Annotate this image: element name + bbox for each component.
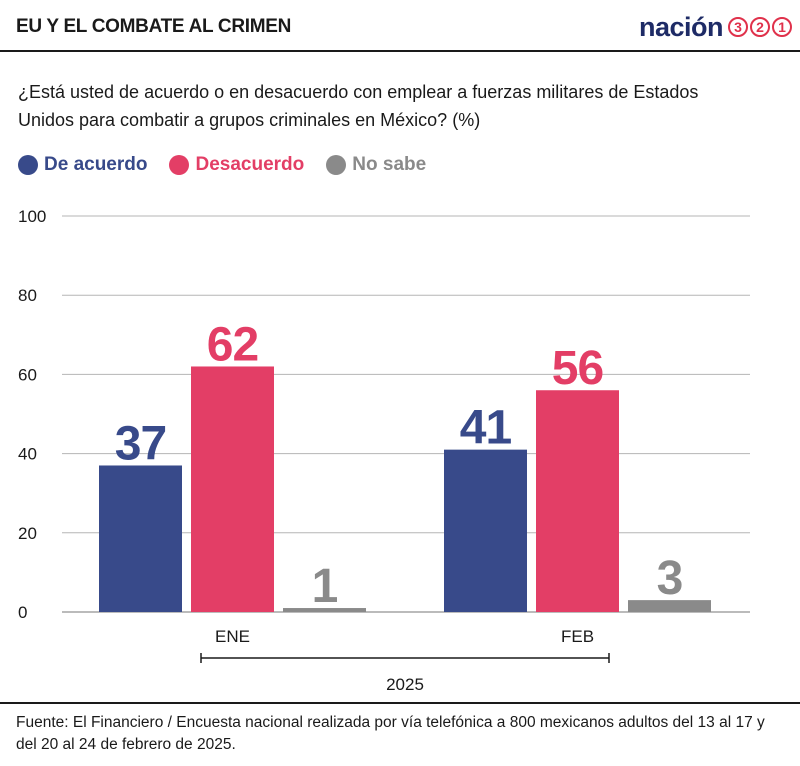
bar-feb-1 (444, 449, 527, 612)
legend-swatch-desacuerdo (169, 155, 190, 175)
brand-logo: nación 3 2 1 (639, 10, 792, 44)
source-note: Fuente: El Financiero / Encuesta naciona… (16, 714, 765, 753)
legend-swatch-no-sabe (326, 155, 347, 175)
legend-label-desacuerdo: Desacuerdo (195, 154, 305, 175)
survey-question: ¿Está usted de acuerdo o en desacuerdo c… (18, 82, 699, 130)
y-tick-label: 20 (18, 524, 37, 543)
header-divider (0, 50, 800, 52)
header-title: EU Y EL COMBATE AL CRIMEN (16, 16, 292, 37)
header: EU Y EL COMBATE AL CRIMEN nación 3 2 1 (0, 0, 800, 50)
brand-digit-3: 1 (772, 17, 792, 37)
bar-value-label: 56 (552, 342, 603, 395)
y-tick-label: 60 (18, 365, 37, 384)
y-tick-label: 0 (18, 603, 27, 622)
legend-item-no-sabe: No sabe (326, 154, 426, 176)
y-tick-label: 40 (18, 445, 37, 464)
bar-feb-2 (536, 390, 619, 612)
bar-ene-1 (99, 465, 182, 612)
x-category-label: FEB (561, 627, 594, 646)
bar-feb-3 (628, 600, 711, 612)
bar-ene-3 (283, 608, 366, 612)
y-tick-label: 100 (18, 207, 46, 226)
legend-swatch-de-acuerdo (18, 155, 38, 175)
chart-legend: De acuerdo Desacuerdo No sabe (18, 154, 448, 176)
bar-value-label: 41 (460, 402, 512, 455)
legend-item-desacuerdo: Desacuerdo (169, 154, 304, 176)
year-label: 2025 (386, 675, 424, 694)
bar-value-label: 62 (207, 318, 258, 371)
brand-digit-1: 3 (728, 17, 748, 37)
legend-label-de-acuerdo: De acuerdo (44, 154, 148, 175)
brand-digit-2: 2 (750, 17, 770, 37)
brand-word: nación (638, 11, 724, 42)
bar-chart: 0 20 40 60 80 100 37 62 1 ENE 41 56 3 FEB 2025 (18, 207, 750, 694)
x-category-label: ENE (215, 627, 250, 646)
legend-label-no-sabe: No sabe (352, 154, 427, 175)
y-tick-label: 80 (18, 286, 37, 305)
bar-value-label: 37 (115, 417, 166, 470)
footer-divider (0, 702, 800, 704)
legend-item-de-acuerdo: De acuerdo (18, 154, 147, 176)
bar-value-label: 1 (312, 560, 338, 613)
bar-value-label: 3 (657, 552, 683, 605)
bar-ene-2 (191, 366, 274, 612)
